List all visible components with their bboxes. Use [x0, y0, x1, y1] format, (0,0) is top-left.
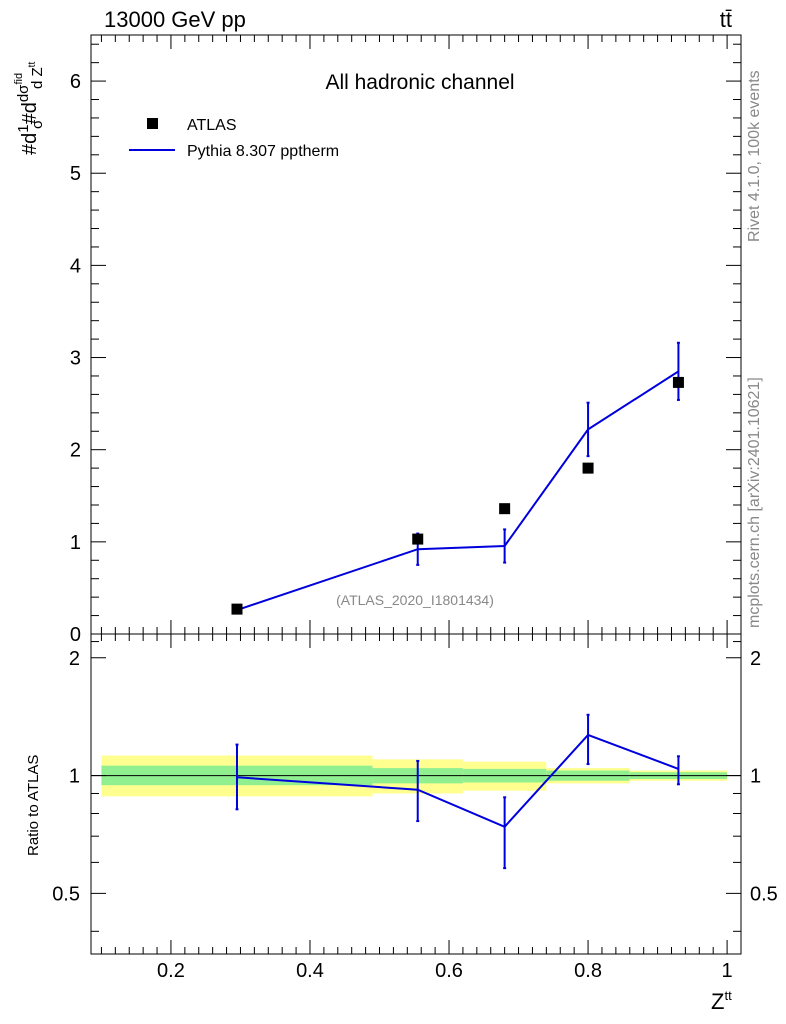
ratio-y-tick-label: 0.5: [52, 883, 80, 905]
mcplots-label: mcplots.cern.ch [arXiv:2401.10621]: [746, 377, 763, 628]
main-y-tick-label: 0: [70, 624, 81, 646]
main-y-axis-title: #d1#ddσfid σ d Ztt: [13, 62, 46, 155]
process-label: tt̄: [720, 7, 732, 32]
atlas-data-point: [582, 462, 594, 474]
x-axis-title: Ztt: [711, 988, 732, 1014]
x-tick-label: 0.2: [157, 960, 185, 982]
legend-mc-label: Pythia 8.307 pptherm: [187, 143, 339, 160]
main-y-axis-label: #d1#ddσfid: [13, 73, 41, 155]
atlas-data-point: [499, 503, 511, 515]
ratio-y-axis-label: Ratio to ATLAS: [25, 755, 42, 856]
ratio-y-tick-label: 2: [69, 648, 80, 670]
atlas-data-point: [231, 603, 243, 615]
main-panel: 0 1 2 3 4 5 6 All hadronic channel (ATLAS_2020…: [70, 34, 742, 646]
x-tick-label: 0.4: [296, 960, 324, 982]
atlas-data-point: [412, 533, 424, 545]
rivet-version-label: Rivet 4.1.0, 100k events: [746, 70, 763, 242]
main-y-tick-label: 3: [70, 348, 81, 370]
ratio-y-tick-label-right: 2: [750, 648, 761, 670]
x-tick-label: 0.6: [435, 960, 463, 982]
energy-label: 13000 GeV pp: [104, 7, 246, 32]
legend: ATLAS Pythia 8.307 pptherm: [129, 117, 339, 160]
x-tick-labels: 0.2 0.4 0.6 0.8 1: [157, 960, 733, 982]
mc-line: [236, 370, 679, 611]
ratio-y-tick-label-right: 1: [750, 766, 761, 788]
legend-atlas-label: ATLAS: [187, 117, 237, 134]
ratio-y-tick-label: 1: [69, 766, 80, 788]
legend-atlas-marker: [147, 118, 158, 129]
main-y-tick-label: 4: [70, 255, 81, 277]
main-y-axis-sigma: σ: [29, 119, 46, 129]
main-y-tick-label: 6: [70, 71, 81, 93]
main-y-tick-label: 5: [70, 163, 81, 185]
main-y-axis-denominator: d Ztt: [27, 62, 46, 89]
ratio-y-tick-label-right: 0.5: [750, 883, 778, 905]
chart-title: All hadronic channel: [325, 71, 514, 94]
main-y-tick-label: 2: [70, 440, 81, 462]
ratio-frame: [90, 633, 742, 955]
ratio-panel: 0.5 0.5 1 1 2 2 0.2 0.4 0.6 0.8 1 Ratio to ATLAS: [25, 633, 778, 982]
main-y-tick-label: 1: [70, 532, 81, 554]
atlas-data-series: [231, 376, 684, 615]
atlas-data-point: [672, 376, 684, 388]
x-tick-label: 1: [722, 960, 733, 982]
mc-series-main: [235, 341, 680, 614]
x-tick-label: 0.8: [574, 960, 602, 982]
analysis-label: (ATLAS_2020_I1801434): [336, 592, 494, 608]
main-axis-ticks: [91, 35, 741, 635]
ratio-mc-series: [235, 713, 680, 870]
main-y-tick-labels: 0 1 2 3 4 5 6: [70, 71, 81, 646]
ratio-y-tick-labels: 0.5 0.5 1 1 2 2: [52, 648, 778, 906]
ratio-axis-ticks: [91, 634, 741, 954]
